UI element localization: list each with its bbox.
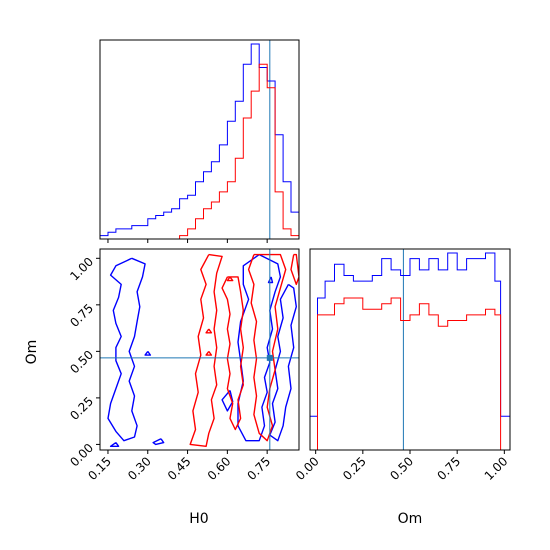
y-tick-label: 1.00: [67, 255, 96, 284]
contour-line-run_b: [226, 276, 234, 282]
histogram-step-run_b: [100, 63, 300, 240]
x-tick-label: 0.30: [125, 454, 154, 483]
x-tick-label: 0.60: [205, 454, 234, 483]
contour-line-run_a: [267, 276, 274, 284]
contour-line-run_b: [205, 350, 213, 356]
x-tick-label: 0.15: [85, 454, 114, 483]
contour-line-run_a: [269, 283, 297, 442]
x-tick-label: 1.00: [482, 454, 511, 483]
contour-line-run_b: [189, 253, 223, 447]
om-marginal-frame: [309, 248, 511, 451]
h0-marginal-ticks: [107, 239, 268, 243]
histogram-step-run_a: [99, 43, 300, 239]
y-tick-label: 0.75: [67, 301, 96, 330]
histogram-step-run_a: [309, 252, 511, 450]
contour-line-run_b: [290, 253, 299, 286]
om-marginal-panel: 0.00 0.25 0.50 0.75 1.00 Om: [293, 248, 511, 527]
h0-axis-label: H0: [189, 511, 208, 527]
y-tick-label: 0.50: [67, 348, 96, 377]
joint-x-ticks: 0.15 0.30 0.45 0.60 0.75: [85, 450, 273, 483]
x-tick-label: 0.75: [244, 454, 273, 483]
x-tick-label: 0.00: [293, 454, 322, 483]
contour-line-run_a: [152, 438, 165, 446]
x-tick-label: 0.45: [165, 454, 194, 483]
contour-line-run_b: [221, 276, 244, 431]
contour-line-run_a: [144, 350, 152, 356]
om-histogram-series: [309, 252, 511, 451]
contour-line-run_a: [109, 442, 120, 447]
contour-line-run_b: [247, 253, 287, 442]
om-marginal-ticks: 0.00 0.25 0.50 0.75 1.00: [293, 450, 510, 483]
x-tick-label: 0.75: [434, 454, 463, 483]
y-tick-label: 0.25: [67, 394, 96, 423]
joint-truth-marker: [100, 249, 299, 450]
h0-histogram-series: [99, 43, 300, 240]
contour-line-run_a: [221, 389, 234, 412]
contour-line-run_b: [205, 328, 213, 334]
truth-marker: [266, 354, 273, 361]
joint-contours: [107, 253, 299, 447]
contour-line-run_a: [107, 257, 146, 442]
joint-frame: [99, 248, 300, 451]
x-tick-label: 0.25: [340, 454, 369, 483]
x-tick-label: 0.50: [387, 454, 416, 483]
h0-om-joint-panel: 0.15 0.30 0.45 0.60 0.75 0.00 0.25 0.50 0.75 1.0…: [24, 248, 300, 527]
om-y-axis-label: Om: [24, 340, 40, 365]
y-tick-label: 0.00: [67, 441, 96, 470]
histogram-step-run_b: [310, 297, 510, 451]
joint-y-ticks: 0.00 0.25 0.50 0.75 1.00: [67, 255, 100, 470]
h0-marginal-panel: [99, 39, 300, 243]
om-axis-label: Om: [398, 511, 423, 527]
h0-marginal-frame: [99, 39, 300, 240]
